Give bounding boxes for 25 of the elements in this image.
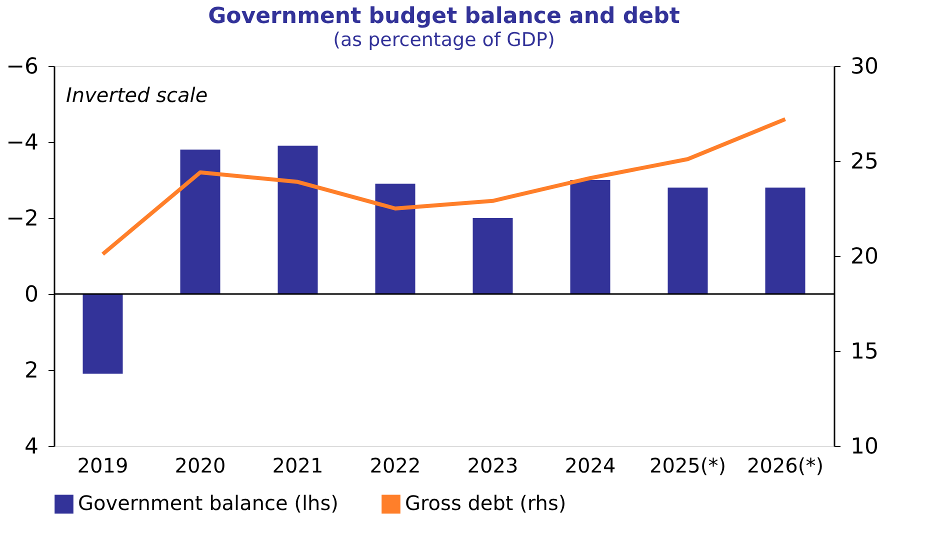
y2-tick-label: 20 [850,244,878,270]
x-tick-label: 2020 [174,454,226,478]
legend-label: Government balance (lhs) [78,491,338,516]
chart-title: Government budget balance and debt [208,4,680,29]
x-tick-label: 2021 [272,454,324,478]
x-tick-label: 2024 [564,454,616,478]
y-tick-label: −4 [6,130,38,156]
y-tick-label: −6 [6,54,38,80]
legend-label: Gross debt (rhs) [405,491,566,516]
x-tick-label: 2022 [370,454,421,478]
y-tick-label: −2 [6,206,38,232]
x-tick-label: 2019 [77,454,128,478]
y-tick-label: 0 [24,282,38,308]
chart-subtitle: (as percentage of GDP) [333,29,555,51]
x-tick-label: 2023 [467,454,518,478]
y2-tick-label: 10 [850,434,878,460]
y2-tick-label: 30 [850,54,878,80]
y-tick-label: 2 [24,358,38,384]
x-tick-label: 2025(*) [649,454,726,478]
y2-tick-label: 25 [850,150,878,174]
annotation: Inverted scale [66,83,208,107]
y2-tick-label: 15 [850,340,878,364]
x-tick-label: 2026(*) [746,454,824,478]
y-tick-label: 4 [24,434,38,460]
line-series [100,117,788,256]
